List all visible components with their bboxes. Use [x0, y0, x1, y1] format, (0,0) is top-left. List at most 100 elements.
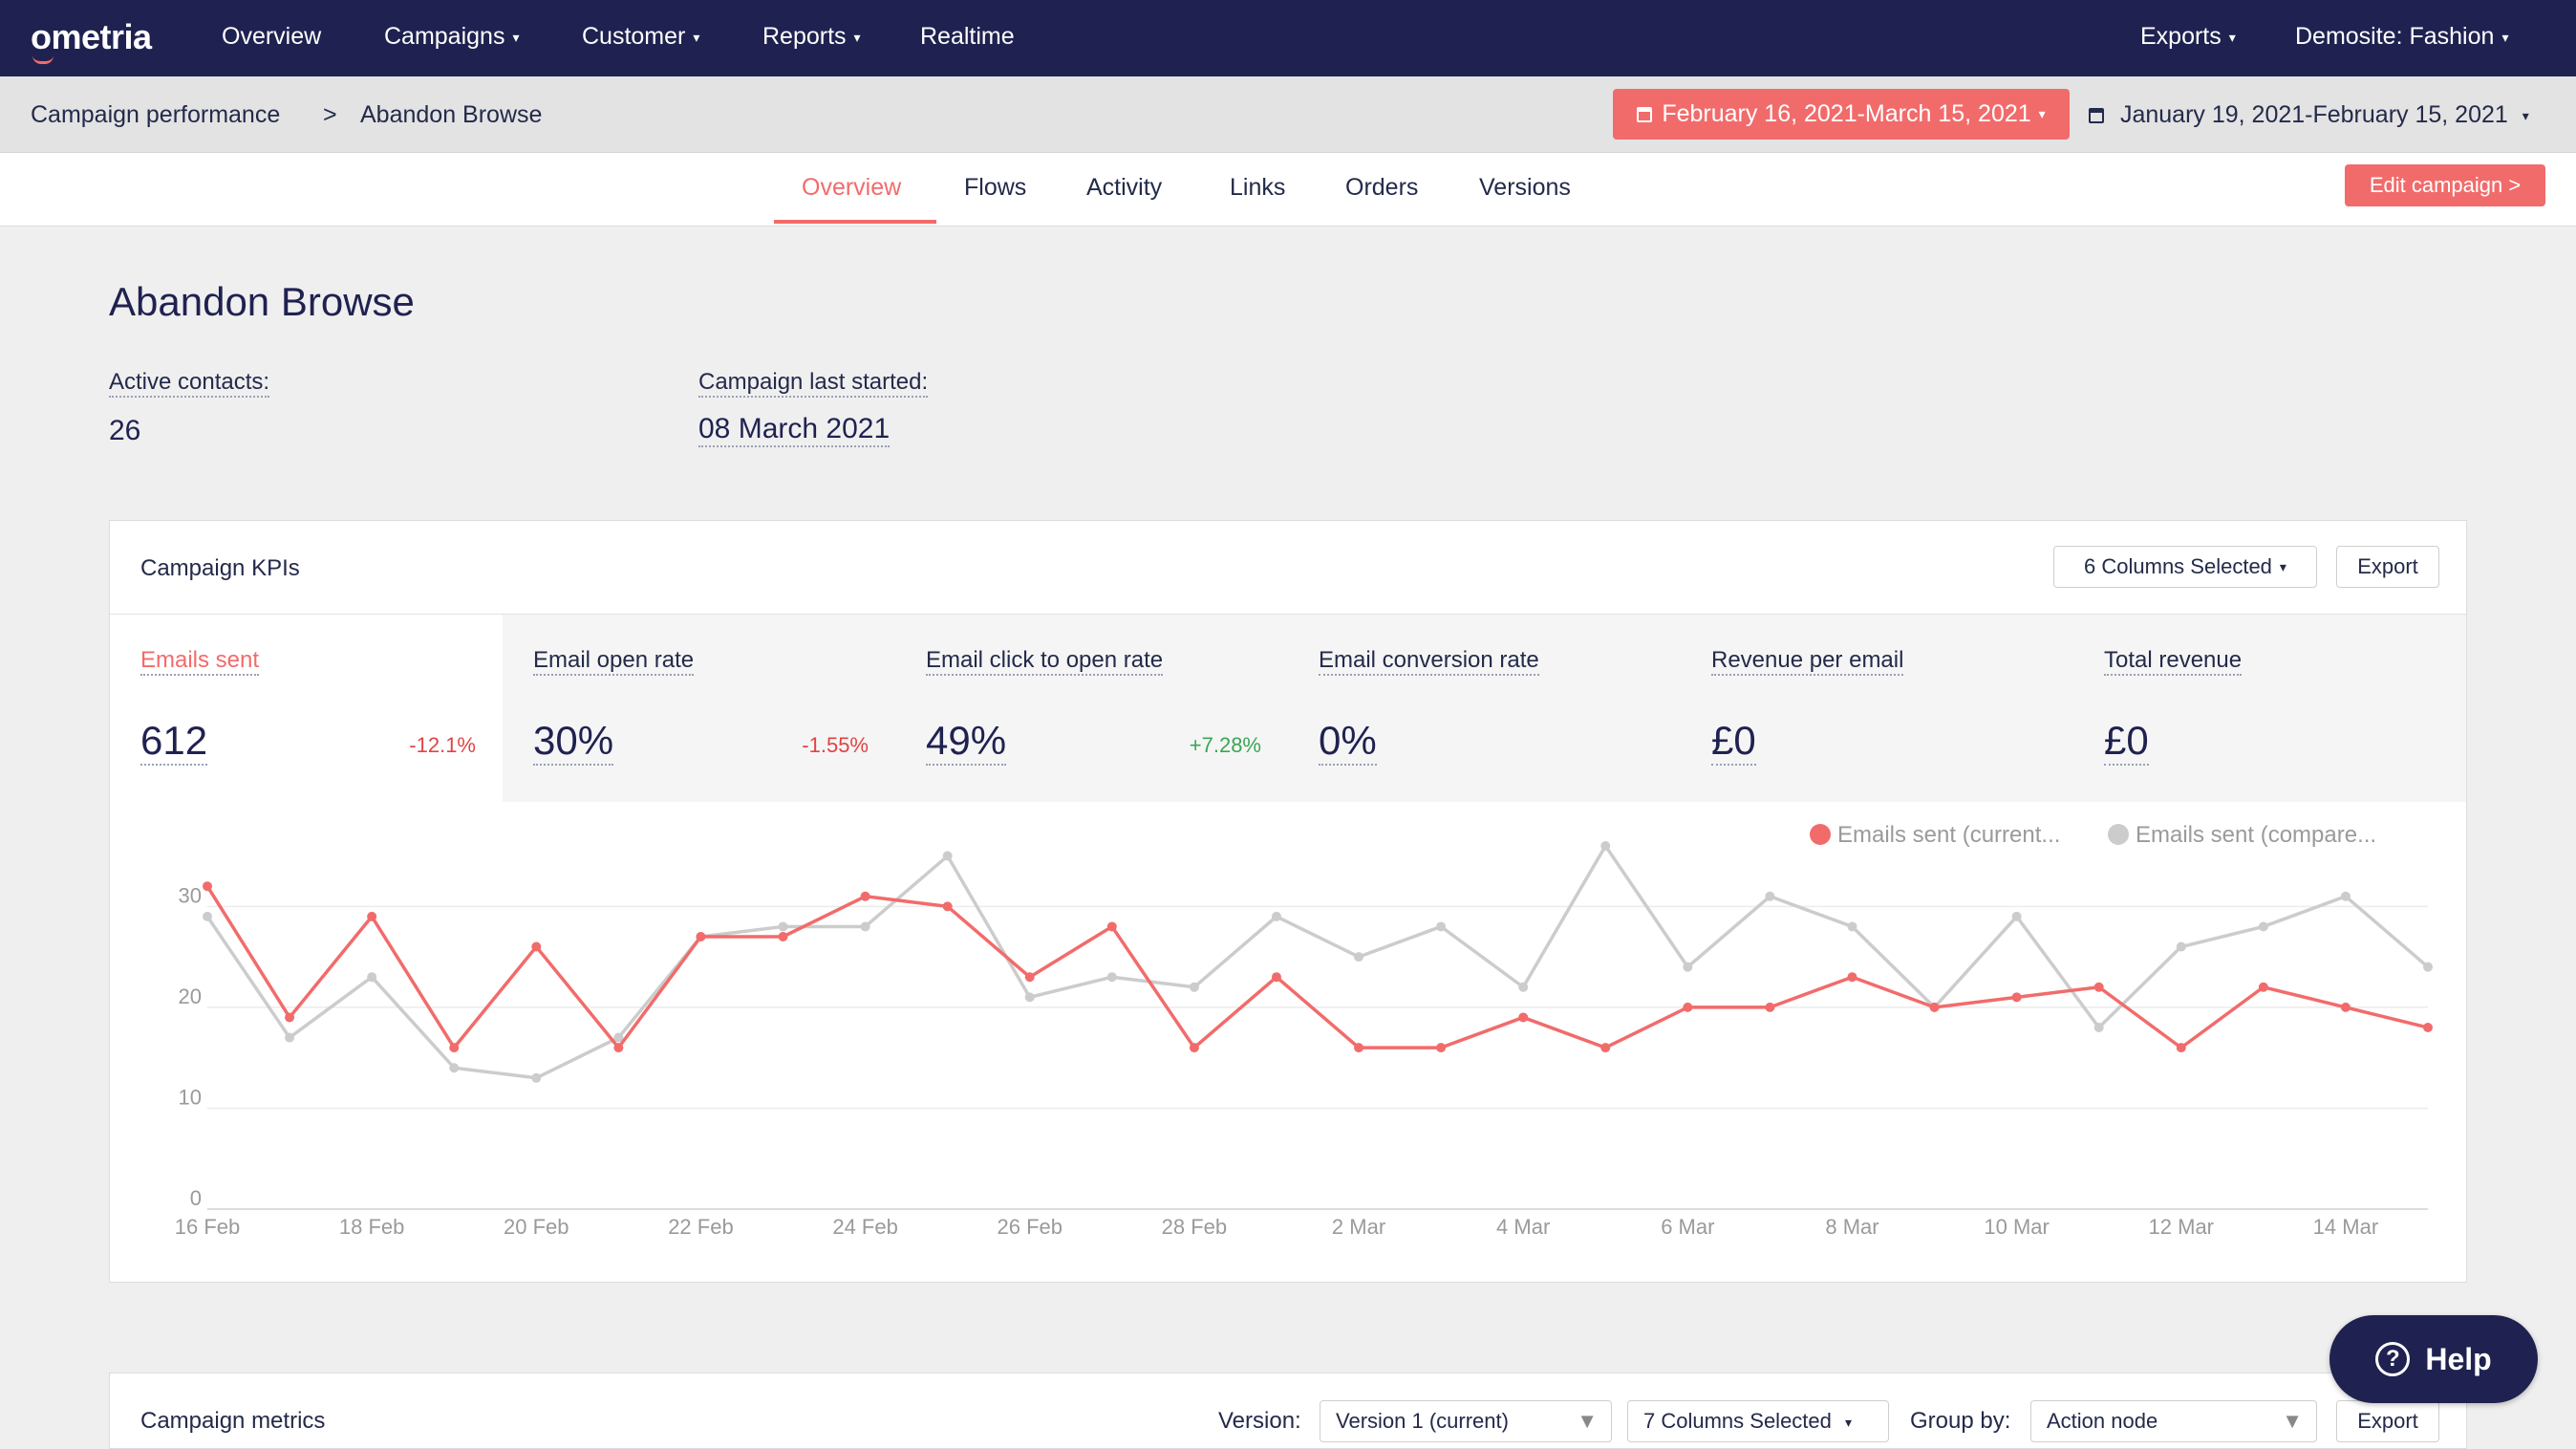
kpi-email-conversion-rate[interactable]: Email conversion rate 0%	[1288, 615, 1681, 802]
data-point	[1106, 921, 1117, 932]
help-label: Help	[2425, 1341, 2492, 1376]
data-point	[1024, 992, 1035, 1003]
question-icon: ?	[2375, 1342, 2411, 1376]
data-point	[1024, 972, 1035, 983]
data-point	[285, 1032, 295, 1043]
legend-marker	[1810, 824, 1831, 845]
kpi-email-open-rate[interactable]: Email open rate 30% -1.55%	[503, 615, 895, 802]
tab-activity[interactable]: Activity	[1086, 174, 1163, 201]
tab-flows[interactable]: Flows	[964, 174, 1027, 201]
current-date-range-button[interactable]: February 16, 2021-March 15, 2021 ▾	[1613, 89, 2070, 140]
last-started-label: Campaign last started:	[698, 369, 929, 398]
metrics-export-button[interactable]: Export	[2336, 1400, 2439, 1442]
kpi-emails-sent[interactable]: Emails sent 612 -12.1%	[110, 615, 503, 802]
nav-campaigns[interactable]: Campaigns ▾	[384, 23, 520, 50]
kpi-export-button[interactable]: Export	[2336, 546, 2439, 588]
campaign-kpis-title: Campaign KPIs	[140, 555, 300, 581]
tab-orders[interactable]: Orders	[1345, 174, 1419, 201]
x-tick-label: 2 Mar	[1332, 1215, 1385, 1239]
top-nav: ometria Overview Campaigns ▾ Customer ▾ Re…	[0, 0, 2576, 76]
caret-down-icon: ▾	[2228, 29, 2236, 45]
tab-links[interactable]: Links	[1230, 174, 1286, 201]
legend-marker	[2108, 824, 2129, 845]
group-by-select-value: Action node	[2047, 1409, 2158, 1433]
data-point	[203, 881, 212, 892]
kpi-value: 49%	[926, 718, 1007, 766]
y-tick-label: 0	[190, 1186, 202, 1210]
kpi-row: Emails sent 612 -12.1% Email open rate 3…	[110, 614, 2466, 802]
kpi-revenue-per-email[interactable]: Revenue per email £0	[1681, 615, 2073, 802]
caret-down-icon: ▾	[693, 29, 700, 45]
x-tick-label: 20 Feb	[504, 1215, 569, 1239]
metrics-columns-select[interactable]: 7 Columns Selected ▾	[1627, 1400, 1889, 1442]
series-line	[205, 844, 2430, 1080]
data-point	[449, 1043, 460, 1053]
data-point	[1189, 982, 1199, 992]
caret-down-icon: ▾	[2279, 558, 2286, 574]
x-tick-label: 24 Feb	[832, 1215, 898, 1239]
ometria-logo[interactable]: ometria	[31, 17, 152, 56]
data-point	[942, 901, 953, 912]
compare-date-range-button[interactable]: January 19, 2021-February 15, 2021 ▾	[2089, 101, 2529, 129]
x-tick-label: 14 Mar	[2313, 1215, 2378, 1239]
tab-overview[interactable]: Overview	[802, 174, 902, 201]
data-point	[1518, 1012, 1529, 1023]
data-point	[1683, 962, 1693, 972]
page-title: Abandon Browse	[109, 279, 415, 324]
data-point	[2011, 911, 2022, 921]
data-point	[1436, 921, 1447, 932]
data-point	[860, 921, 870, 932]
data-point	[2176, 1043, 2186, 1053]
data-point	[449, 1063, 460, 1073]
kpi-total-revenue[interactable]: Total revenue £0	[2073, 615, 2466, 802]
data-point	[1847, 972, 1857, 983]
nav-overview[interactable]: Overview	[222, 23, 322, 50]
last-started-value: 08 March 2021	[698, 413, 891, 447]
data-point	[367, 972, 377, 983]
x-tick-label: 4 Mar	[1496, 1215, 1550, 1239]
nav-realtime[interactable]: Realtime	[920, 23, 1015, 50]
help-button[interactable]: ? Help	[2329, 1315, 2538, 1403]
caret-down-icon: ▾	[1845, 1414, 1853, 1430]
version-select[interactable]: Version 1 (current) ▼	[1320, 1400, 1612, 1442]
y-tick-label: 30	[179, 883, 202, 907]
kpi-email-click-to-open-rate[interactable]: Email click to open rate 49% +7.28%	[895, 615, 1288, 802]
kpi-label: Total revenue	[2104, 647, 2243, 676]
data-point	[860, 891, 870, 901]
kpi-columns-select[interactable]: 6 Columns Selected ▾	[2053, 546, 2317, 588]
nav-exports[interactable]: Exports ▾	[2140, 23, 2236, 50]
nav-site-selector[interactable]: Demosite: Fashion ▾	[2295, 23, 2509, 50]
data-point	[2093, 982, 2104, 992]
caret-down-icon: ▾	[512, 29, 520, 45]
group-by-select[interactable]: Action node ▼	[2030, 1400, 2317, 1442]
nav-customer[interactable]: Customer ▾	[582, 23, 700, 50]
edit-campaign-button[interactable]: Edit campaign >	[2345, 164, 2545, 206]
x-tick-label: 6 Mar	[1661, 1215, 1714, 1239]
x-tick-label: 12 Mar	[2149, 1215, 2214, 1239]
logo-swoosh-icon	[32, 55, 54, 64]
kpi-columns-label: 6 Columns Selected	[2084, 554, 2272, 578]
metrics-columns-label: 7 Columns Selected	[1643, 1409, 1832, 1433]
data-point	[2011, 992, 2022, 1003]
caret-down-icon: ▾	[2501, 29, 2509, 45]
breadcrumb-parent[interactable]: Campaign performance	[31, 101, 281, 128]
caret-down-icon: ▼	[1577, 1409, 1598, 1433]
x-tick-label: 8 Mar	[1825, 1215, 1878, 1239]
data-point	[531, 1072, 542, 1083]
kpi-label: Email click to open rate	[926, 647, 1164, 676]
data-point	[696, 932, 706, 941]
group-by-label: Group by:	[1910, 1408, 2011, 1434]
data-point	[778, 932, 788, 941]
breadcrumb-current: Abandon Browse	[360, 101, 543, 128]
active-contacts-value: 26	[109, 415, 141, 446]
tab-versions[interactable]: Versions	[1479, 174, 1571, 201]
data-point	[2258, 921, 2268, 932]
kpi-label: Email open rate	[533, 647, 695, 676]
nav-reports[interactable]: Reports ▾	[762, 23, 861, 50]
current-date-range-label: February 16, 2021-March 15, 2021	[1662, 100, 2031, 127]
data-point	[2423, 962, 2433, 972]
kpi-value: £0	[1711, 718, 1756, 766]
kpi-value: 0%	[1319, 718, 1377, 766]
kpi-label: Revenue per email	[1711, 647, 1904, 676]
kpi-value: 30%	[533, 718, 614, 766]
